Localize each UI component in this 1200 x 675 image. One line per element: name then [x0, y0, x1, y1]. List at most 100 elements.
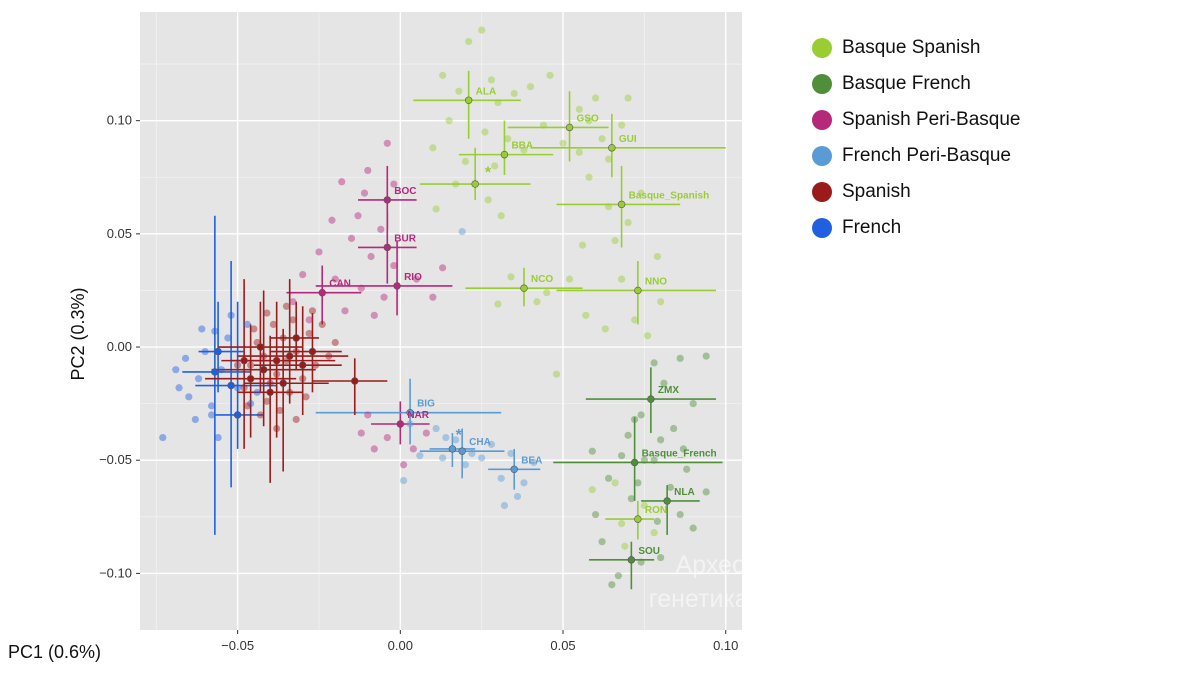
population-label: Basque_French — [642, 448, 717, 459]
sample-point — [331, 338, 339, 347]
sample-point — [416, 452, 424, 460]
x-tick-label: 0.00 — [388, 638, 413, 653]
sample-point — [585, 173, 593, 181]
sample-point — [250, 325, 258, 333]
sample-point — [390, 180, 398, 188]
sample-point — [439, 454, 447, 462]
sample-point — [611, 479, 619, 487]
sample-point — [243, 320, 251, 328]
population-centroid — [448, 445, 457, 453]
sample-point — [347, 234, 356, 242]
sample-point — [608, 581, 616, 589]
plot-panel — [140, 12, 742, 630]
sample-point — [513, 492, 522, 501]
population-centroid — [634, 286, 642, 295]
population-centroid — [500, 150, 509, 159]
sample-point — [256, 411, 264, 419]
sample-point — [679, 445, 688, 453]
sample-point — [234, 361, 242, 369]
population-centroid — [351, 377, 359, 385]
sample-point — [211, 327, 219, 335]
sample-point — [614, 572, 622, 580]
legend-label: Basque French — [842, 73, 971, 94]
population-centroid — [279, 379, 287, 387]
sample-point — [491, 162, 499, 170]
population-label: NAR — [407, 410, 429, 421]
legend-label: French Peri-Basque — [842, 145, 1011, 166]
sample-point — [299, 375, 307, 383]
sample-point — [601, 325, 609, 333]
sample-point — [497, 212, 505, 220]
sample-point — [360, 189, 369, 197]
sample-point — [666, 483, 675, 491]
population-centroid — [308, 347, 317, 356]
sample-point — [439, 71, 447, 79]
sample-point — [380, 293, 388, 301]
sample-point — [201, 347, 209, 356]
population-label: GUI — [619, 134, 637, 145]
x-tick-label: 0.10 — [713, 638, 738, 653]
sample-point — [657, 298, 665, 306]
sample-point — [429, 293, 437, 301]
sample-point — [565, 275, 574, 283]
sample-point — [637, 558, 645, 566]
sample-point — [269, 320, 278, 328]
sample-point — [539, 121, 548, 129]
sample-point — [172, 366, 180, 374]
sample-point — [367, 252, 375, 261]
sample-point — [341, 307, 349, 315]
sample-point — [487, 440, 496, 448]
population-centroid — [510, 465, 518, 473]
sample-point — [611, 237, 619, 245]
population-centroid — [272, 356, 281, 365]
sample-point — [500, 501, 509, 510]
sample-point — [618, 275, 626, 283]
sample-point — [575, 148, 583, 156]
sample-point — [637, 189, 645, 197]
sample-point — [452, 436, 460, 444]
sample-point — [653, 517, 661, 525]
sample-point — [305, 329, 313, 338]
axis-ticks: −0.05 0.00 0.05 0.10 0.10 0.05 0.00 −0.05 −0.10 — [99, 113, 738, 653]
population-centroid — [630, 458, 639, 467]
population-label: RON — [645, 505, 667, 516]
legend-label: French — [842, 217, 902, 238]
population-label: BBA — [511, 141, 533, 152]
sample-point — [484, 196, 492, 204]
sample-point — [292, 347, 300, 356]
sample-point — [227, 311, 235, 319]
population-centroid — [285, 352, 294, 360]
sample-point — [458, 227, 466, 236]
sample-point — [621, 542, 629, 550]
population-centroid — [520, 284, 528, 292]
sample-point — [282, 302, 291, 310]
sample-point — [676, 510, 684, 519]
sample-point — [598, 538, 606, 546]
population-centroid — [246, 375, 255, 383]
sample-point — [618, 452, 626, 460]
population-centroid — [383, 196, 392, 204]
population-label: NNO — [645, 276, 667, 287]
sample-point — [224, 334, 232, 342]
population-centroids — [211, 96, 671, 564]
sample-point — [357, 429, 365, 437]
sample-point — [598, 135, 606, 143]
sample-point — [689, 400, 697, 408]
sample-point — [260, 352, 268, 360]
population-label: BUR — [394, 233, 416, 244]
sample-point — [253, 388, 261, 396]
sample-point — [266, 379, 274, 387]
sample-point — [399, 461, 408, 469]
sample-point — [582, 311, 590, 319]
sample-point — [263, 309, 271, 317]
sample-point — [657, 436, 665, 444]
sample-point — [507, 449, 515, 458]
sample-point — [240, 384, 248, 392]
sample-point — [591, 510, 600, 519]
sample-point — [604, 203, 613, 211]
sample-point — [644, 332, 652, 340]
sample-point — [328, 216, 336, 224]
sample-point — [588, 486, 596, 494]
sample-point — [354, 212, 362, 220]
